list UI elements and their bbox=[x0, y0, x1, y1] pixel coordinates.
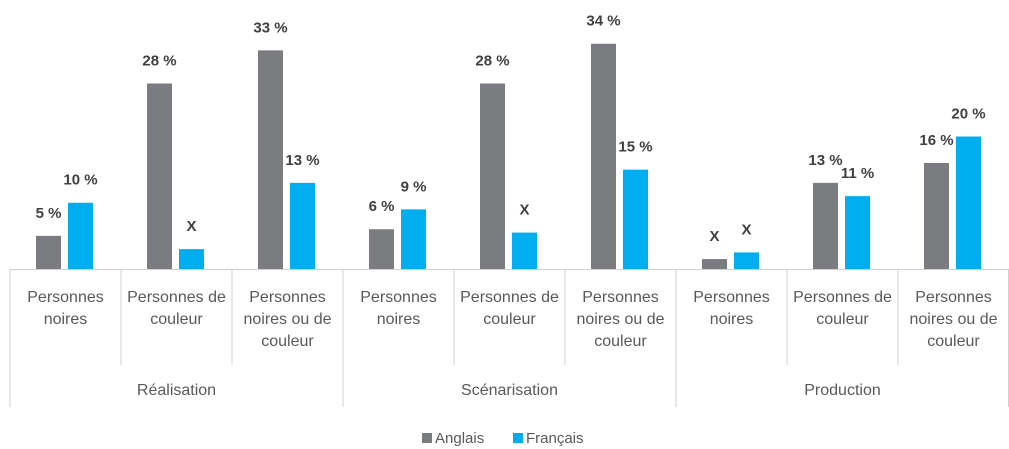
bar bbox=[147, 83, 172, 269]
bar bbox=[179, 249, 204, 269]
data-label: 10 % bbox=[63, 172, 97, 189]
data-label: 13 % bbox=[285, 152, 319, 169]
bar bbox=[480, 83, 505, 269]
x-tick-label: Personnes noires ou de couleur bbox=[576, 289, 665, 350]
group-label: Réalisation bbox=[136, 382, 217, 399]
x-tick-label: Personnes noires bbox=[27, 289, 104, 328]
x-tick-label: Personnes noires bbox=[360, 289, 437, 328]
data-label: 9 % bbox=[401, 178, 427, 195]
group-label: Scénarisation bbox=[461, 382, 558, 399]
data-label: 11 % bbox=[841, 165, 874, 182]
group-label: Production bbox=[804, 382, 881, 399]
data-label: 28 % bbox=[142, 52, 176, 69]
legend-swatch bbox=[513, 433, 523, 443]
bar bbox=[702, 259, 727, 269]
x-tick-label: Personnes noires bbox=[693, 289, 770, 328]
data-label: 28 % bbox=[475, 52, 509, 69]
bar bbox=[36, 235, 61, 269]
bar bbox=[734, 252, 759, 269]
legend-label: Français bbox=[526, 430, 584, 447]
data-label: X bbox=[709, 228, 719, 245]
data-label: 6 % bbox=[369, 198, 395, 215]
data-label: X bbox=[186, 218, 196, 235]
legend-swatch bbox=[422, 433, 432, 443]
data-label: 20 % bbox=[951, 105, 985, 122]
x-tick-label: Personnes noires ou de couleur bbox=[909, 289, 998, 350]
bar bbox=[512, 232, 537, 269]
bar bbox=[401, 209, 426, 269]
x-tick-label: Personnes de couleur bbox=[793, 289, 892, 328]
bar bbox=[623, 169, 648, 269]
data-label: 5 % bbox=[36, 205, 62, 222]
data-label: 15 % bbox=[618, 139, 652, 156]
data-label: 33 % bbox=[253, 19, 287, 36]
bar bbox=[956, 136, 981, 269]
bar bbox=[258, 50, 283, 269]
data-label: 13 % bbox=[808, 152, 842, 169]
bar bbox=[369, 229, 394, 269]
x-tick-label: Personnes de couleur bbox=[127, 289, 226, 328]
bar bbox=[924, 163, 949, 269]
data-label: 34 % bbox=[586, 13, 620, 30]
bar bbox=[813, 182, 838, 269]
bar bbox=[290, 182, 315, 269]
data-label: 16 % bbox=[919, 132, 953, 149]
bar bbox=[68, 202, 93, 269]
data-label: X bbox=[519, 202, 529, 219]
legend-label: Anglais bbox=[435, 430, 484, 447]
x-tick-label: Personnes de couleur bbox=[460, 289, 559, 328]
bar bbox=[591, 43, 616, 269]
x-tick-label: Personnes noires ou de couleur bbox=[243, 289, 332, 350]
bar bbox=[845, 196, 870, 269]
data-label: X bbox=[741, 221, 751, 238]
